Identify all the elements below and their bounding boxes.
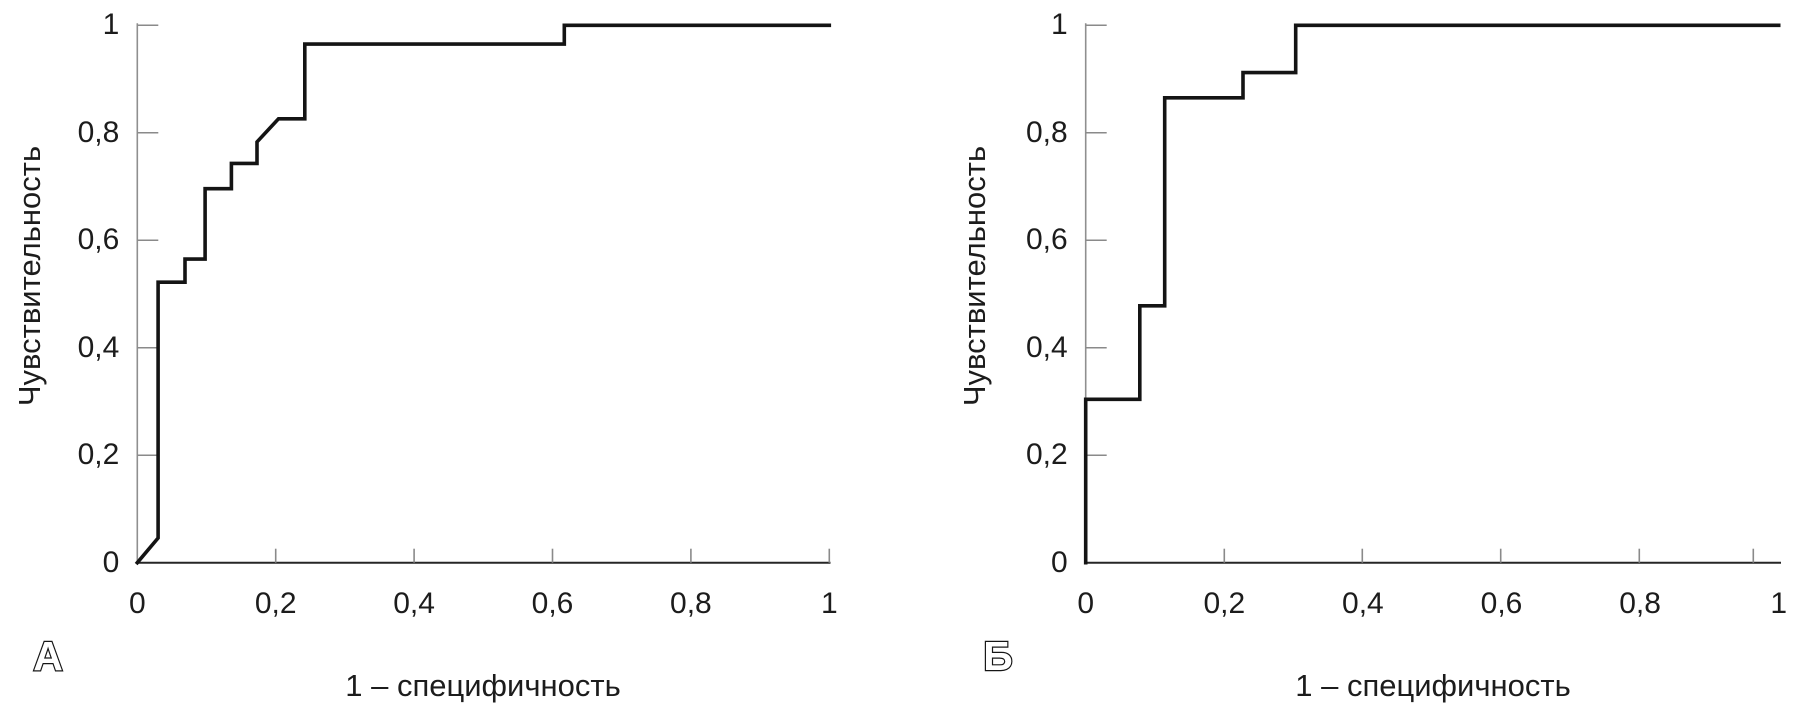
y-tick-label: 0,4 [77,330,120,364]
x-tick-label: 1 [820,587,838,620]
panel-letter-b: Б [982,632,1014,680]
x-tick-label: 0,4 [393,587,435,620]
y-tick-label: 0,4 [1025,330,1068,364]
x-tick-label: 0,2 [254,587,297,620]
y-tick-label: 0,6 [1025,223,1068,257]
y-tick-label: 1 [1051,8,1068,42]
y-axis-title: Чувствительность [957,145,992,407]
y-tick-label: 0 [1051,545,1068,579]
x-tick-label: 0,6 [1480,587,1523,620]
panel-letter-a: А [32,632,64,680]
x-tick-label: 1 [1770,587,1788,620]
y-tick-label: 0,6 [77,223,120,257]
y-tick-label: 0,2 [1025,438,1068,472]
roc-curve [1083,23,1781,565]
x-tick-label: 0 [128,587,146,620]
y-tick-label: 1 [102,8,120,42]
panel-label: Б [983,633,1012,679]
x-tick-label: 0,2 [1203,587,1246,620]
y-tick-label: 0,2 [77,438,120,472]
x-tick-label: 0,8 [670,587,712,620]
x-tick-label: 0,4 [1342,587,1384,620]
y-tick-label: 0 [102,545,120,579]
y-tick-label: 0,8 [77,115,120,149]
y-tick-label: 0,8 [1025,115,1068,149]
x-tick-label: 0,8 [1619,587,1661,620]
x-tick-label: 0,6 [531,587,574,620]
x-axis-title: 1 – специфичность [1295,668,1571,703]
x-tick-label: 0 [1077,587,1095,620]
panel-label: А [33,633,63,679]
roc-curve [134,23,832,566]
x-axis-title: 1 – специфичность [345,668,621,703]
